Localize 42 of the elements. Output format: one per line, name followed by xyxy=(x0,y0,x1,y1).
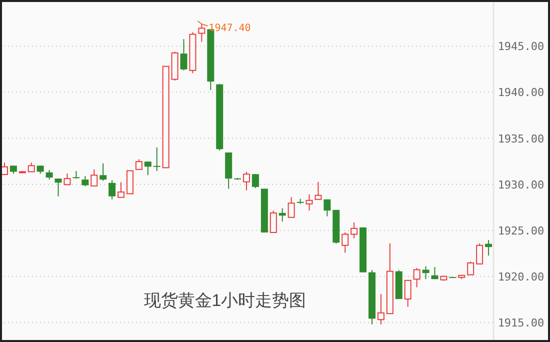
y-tick-label: 1925.00 xyxy=(498,224,544,238)
candlestick xyxy=(28,162,35,172)
candlestick xyxy=(153,146,160,172)
candlestick xyxy=(350,222,358,239)
y-tick-label: 1915.00 xyxy=(498,316,544,330)
candlestick xyxy=(118,182,125,198)
candlestick xyxy=(342,232,349,254)
y-tick-label: 1935.00 xyxy=(498,132,544,146)
y-tick-label: 1930.00 xyxy=(498,178,544,192)
candlestick xyxy=(180,38,188,71)
candlestick xyxy=(252,174,259,189)
y-tick-label: 1945.00 xyxy=(498,40,544,54)
candlestick xyxy=(422,266,430,280)
candlestick xyxy=(126,170,134,194)
candlestick xyxy=(288,196,295,218)
candlestick xyxy=(100,162,107,182)
y-tick-label: 1940.00 xyxy=(498,86,544,100)
annotation: 1947.40 xyxy=(208,22,251,34)
candlestick xyxy=(270,210,277,233)
candlestick xyxy=(90,168,98,186)
candlestick xyxy=(243,171,250,191)
candlestick xyxy=(82,176,89,187)
candlestick xyxy=(404,280,412,308)
candlestick xyxy=(314,181,322,200)
candlestick xyxy=(485,239,492,256)
y-tick-label: 1920.00 xyxy=(498,270,544,284)
candlestick xyxy=(476,242,484,264)
candlestick xyxy=(144,161,152,176)
text: 现货黄金1小时走势图 xyxy=(144,291,306,310)
candlestick xyxy=(198,23,206,42)
candlestick xyxy=(46,170,53,180)
candlestick xyxy=(413,267,420,288)
candlestick xyxy=(431,266,438,280)
candlestick xyxy=(64,172,71,186)
candlestick xyxy=(54,178,62,197)
candlestick xyxy=(306,194,313,212)
candlestick xyxy=(278,208,286,222)
candlestick xyxy=(135,158,142,170)
candlestick xyxy=(377,294,384,325)
candlestick xyxy=(467,261,474,276)
candlestick xyxy=(108,180,116,200)
candlestick xyxy=(324,198,331,217)
